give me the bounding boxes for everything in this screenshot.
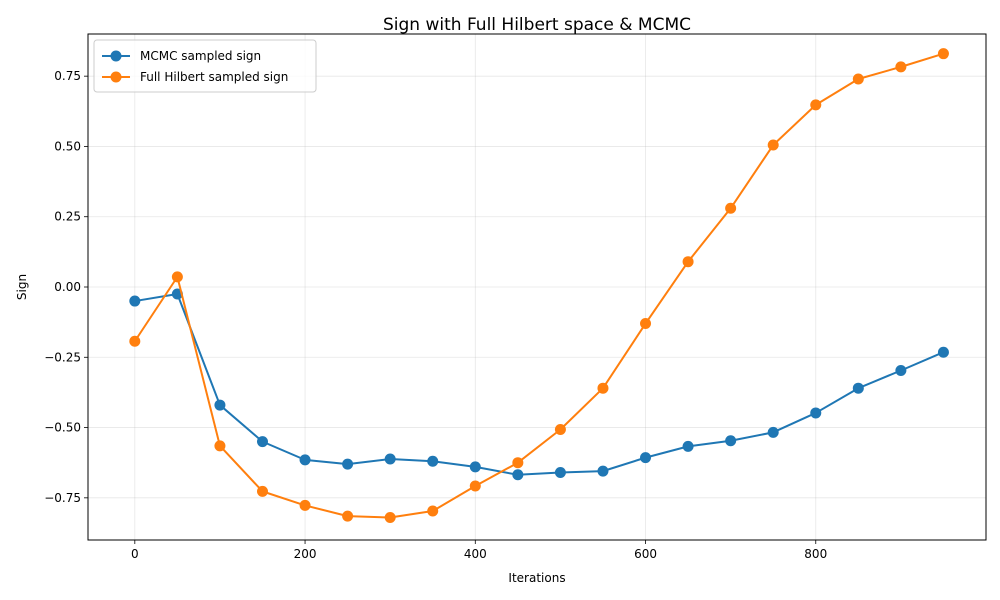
data-point (810, 99, 822, 111)
data-point (554, 424, 566, 436)
data-point (852, 382, 864, 394)
data-point (299, 454, 311, 466)
data-point (427, 505, 439, 517)
data-point (682, 440, 694, 452)
legend-marker (110, 50, 122, 62)
data-point (469, 461, 481, 473)
data-point (427, 455, 439, 467)
legend: MCMC sampled sign Full Hilbert sampled si… (93, 39, 317, 93)
x-tick-label: 800 (804, 547, 827, 561)
legend-label: MCMC sampled sign (140, 49, 261, 63)
data-point (852, 73, 864, 85)
chart-title: Sign with Full Hilbert space & MCMC (383, 15, 691, 35)
series-line (134, 293, 944, 476)
data-point (512, 469, 524, 481)
data-point (895, 364, 907, 376)
data-point (256, 436, 268, 448)
data-point (810, 407, 822, 419)
data-point (682, 256, 694, 268)
series-layer (129, 48, 949, 524)
y-axis-label: Sign (15, 274, 29, 300)
data-point (767, 139, 779, 151)
x-tick-label: 400 (464, 547, 487, 561)
data-point (214, 440, 226, 452)
y-tick-label: 0.75 (54, 69, 81, 83)
data-point (937, 346, 949, 358)
data-point (640, 318, 652, 330)
legend-box (93, 39, 317, 93)
x-tick-label: 600 (634, 547, 657, 561)
series-line (133, 52, 944, 519)
data-point (171, 271, 183, 283)
data-point (256, 485, 268, 497)
legend-marker (110, 71, 122, 83)
data-point (384, 512, 396, 524)
y-tick-label: 0.00 (54, 280, 81, 294)
x-tick-label: 200 (294, 547, 317, 561)
data-point (937, 48, 949, 60)
data-point (640, 452, 652, 464)
data-point (895, 61, 907, 73)
data-point (597, 382, 609, 394)
y-tick-label: −0.75 (44, 491, 81, 505)
data-point (469, 480, 481, 492)
data-point (725, 202, 737, 214)
y-tick-label: 0.25 (54, 210, 81, 224)
data-point (299, 499, 311, 511)
data-point (342, 510, 354, 522)
data-point (512, 457, 524, 469)
x-tick-label: 0 (131, 547, 139, 561)
y-tick-label: −0.50 (44, 421, 81, 435)
series-2 (129, 48, 949, 524)
series-1 (129, 288, 949, 481)
y-tick-label: −0.25 (44, 350, 81, 364)
data-point (554, 467, 566, 479)
data-point (597, 465, 609, 477)
data-point (214, 399, 226, 411)
data-point (384, 453, 396, 465)
data-point (129, 295, 141, 307)
data-point (767, 426, 779, 438)
data-point (129, 335, 141, 347)
x-axis-label: Iterations (508, 571, 565, 585)
y-tick-label: 0.50 (54, 139, 81, 153)
data-point (725, 435, 737, 447)
axis-ticks: 0 200 400 600 800 −0.75 −0.50 −0.25 0.00 0.25 0.50… (44, 69, 827, 561)
data-point (342, 458, 354, 470)
grid-lines (88, 34, 986, 540)
legend-label: Full Hilbert sampled sign (140, 70, 288, 84)
